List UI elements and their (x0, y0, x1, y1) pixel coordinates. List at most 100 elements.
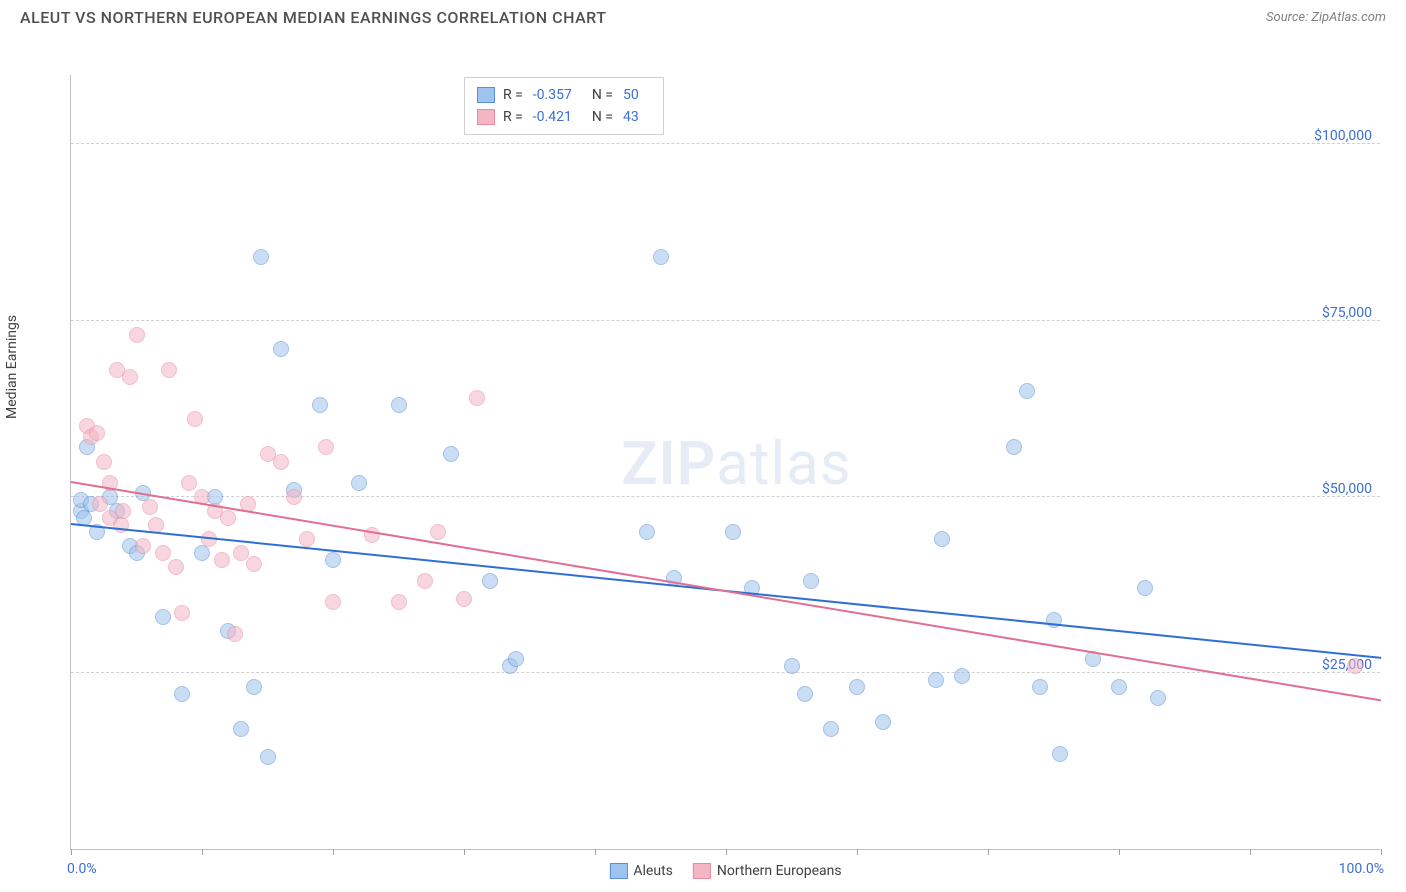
data-point (1137, 580, 1153, 596)
y-tick-label: $75,000 (1322, 305, 1372, 321)
data-point (325, 552, 341, 568)
legend-label: Northern Europeans (717, 863, 842, 879)
data-point (508, 651, 524, 667)
data-point (246, 556, 262, 572)
data-point (784, 658, 800, 674)
legend-item: Northern Europeans (693, 863, 842, 879)
data-point (96, 454, 112, 470)
data-point (849, 679, 865, 695)
data-point (1052, 746, 1068, 762)
x-tick (595, 849, 596, 855)
data-point (391, 397, 407, 413)
data-point (115, 503, 131, 519)
x-tick (202, 849, 203, 855)
legend-swatch (477, 87, 495, 103)
n-label: N = (592, 109, 613, 125)
gridline (71, 143, 1380, 144)
x-tick (1250, 849, 1251, 855)
data-point (417, 573, 433, 589)
data-point (214, 552, 230, 568)
x-tick (988, 849, 989, 855)
data-point (1019, 383, 1035, 399)
data-point (155, 609, 171, 625)
data-point (823, 721, 839, 737)
data-point (318, 439, 334, 455)
gridline (71, 496, 1380, 497)
legend-item: Aleuts (609, 863, 672, 879)
gridline (71, 672, 1380, 673)
r-label: R = (503, 109, 523, 125)
data-point (1150, 690, 1166, 706)
series-legend: Aleuts Northern Europeans (609, 863, 841, 879)
data-point (299, 531, 315, 547)
data-point (875, 714, 891, 730)
data-point (1347, 658, 1363, 674)
stats-legend: R = -0.357 N = 50 R = -0.421 N = 43 (464, 77, 664, 135)
data-point (954, 668, 970, 684)
data-point (194, 545, 210, 561)
data-point (639, 524, 655, 540)
r-value: -0.357 (533, 87, 572, 103)
data-point (129, 327, 145, 343)
y-axis-label: Median Earnings (4, 314, 20, 418)
data-point (1006, 439, 1022, 455)
data-point (430, 524, 446, 540)
data-point (174, 605, 190, 621)
stats-row: R =-0.357N =50 (477, 84, 651, 106)
data-point (135, 538, 151, 554)
data-point (1032, 679, 1048, 695)
data-point (797, 686, 813, 702)
data-point (220, 510, 236, 526)
x-tick (857, 849, 858, 855)
x-tick (1119, 849, 1120, 855)
x-tick (464, 849, 465, 855)
r-label: R = (503, 87, 523, 103)
data-point (1111, 679, 1127, 695)
data-point (246, 679, 262, 695)
chart-title: ALEUT VS NORTHERN EUROPEAN MEDIAN EARNIN… (20, 8, 606, 27)
data-point (725, 524, 741, 540)
data-point (142, 499, 158, 515)
x-tick (333, 849, 334, 855)
data-point (325, 594, 341, 610)
data-point (260, 749, 276, 765)
data-point (233, 721, 249, 737)
data-point (456, 591, 472, 607)
data-point (286, 489, 302, 505)
x-tick (726, 849, 727, 855)
data-point (174, 686, 190, 702)
data-point (934, 531, 950, 547)
y-tick-label: $100,000 (1314, 128, 1372, 144)
legend-swatch (693, 863, 711, 879)
x-max-label: 100.0% (1339, 861, 1384, 877)
plot-area: $25,000$50,000$75,000$100,0000.0%100.0%Z… (70, 75, 1380, 850)
r-value: -0.421 (533, 109, 572, 125)
data-point (273, 341, 289, 357)
data-point (351, 475, 367, 491)
y-tick-label: $50,000 (1322, 481, 1372, 497)
x-min-label: 0.0% (67, 861, 97, 877)
trend-line (71, 481, 1381, 701)
chart-container: Median Earnings $25,000$50,000$75,000$10… (20, 31, 1386, 890)
data-point (928, 672, 944, 688)
watermark: ZIPatlas (621, 428, 852, 499)
x-tick (71, 849, 72, 855)
data-point (89, 425, 105, 441)
data-point (312, 397, 328, 413)
data-point (155, 545, 171, 561)
data-point (273, 454, 289, 470)
legend-swatch (609, 863, 627, 879)
data-point (482, 573, 498, 589)
n-value: 43 (623, 109, 639, 125)
data-point (653, 249, 669, 265)
x-tick (1381, 849, 1382, 855)
data-point (391, 594, 407, 610)
stats-row: R = -0.421 N = 43 (477, 106, 651, 128)
n-value: 50 (623, 87, 639, 103)
data-point (253, 249, 269, 265)
data-point (161, 362, 177, 378)
data-point (443, 446, 459, 462)
legend-label: Aleuts (633, 863, 672, 879)
data-point (227, 626, 243, 642)
gridline (71, 320, 1380, 321)
